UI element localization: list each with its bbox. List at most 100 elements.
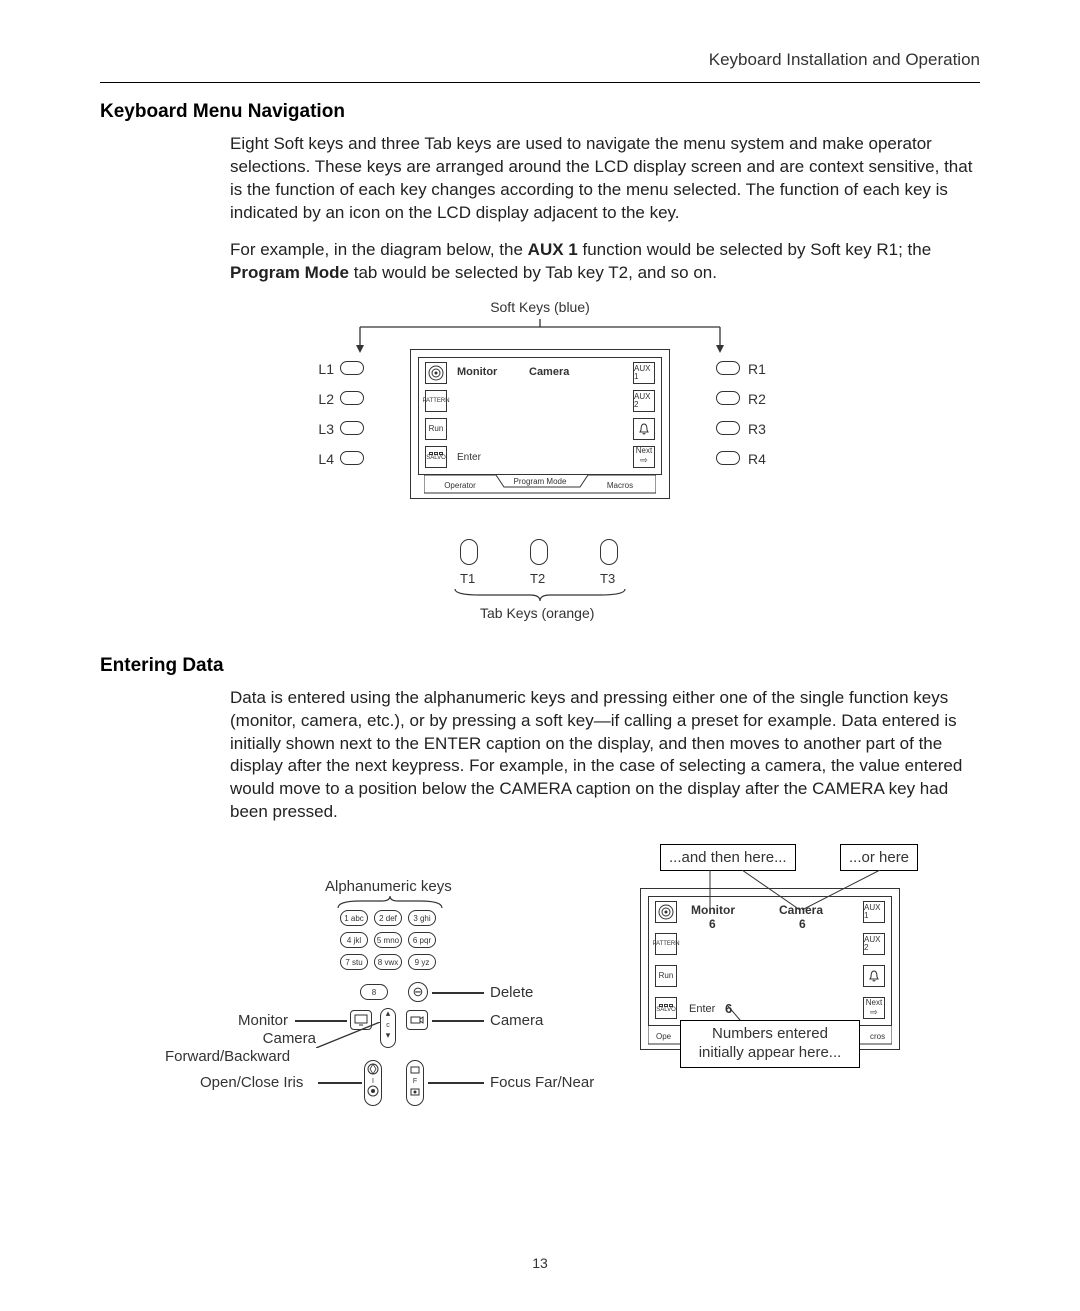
p2-b1: AUX 1 <box>528 240 578 259</box>
key-delete: ⊖ <box>408 982 428 1002</box>
callout-lines-top <box>640 870 920 910</box>
key-label-r4: R4 <box>748 451 772 467</box>
label-camera: Camera <box>490 1012 543 1029</box>
lcd2-inner: Monitor 6 Camera 6 AUX 1 PATTERN AUX 2 R… <box>648 896 892 1026</box>
label-delete: Delete <box>490 984 533 1001</box>
lcd2-next-label: Next <box>866 999 882 1007</box>
lcd2-run-label: Run <box>659 972 674 980</box>
line-focus <box>428 1082 484 1083</box>
callout-numbers: Numbers entered initially appear here... <box>680 1020 860 1068</box>
lcd-aux2: AUX 2 <box>634 393 654 409</box>
lcd2-salvo: SALVO <box>655 997 677 1019</box>
page-header: Keyboard Installation and Operation <box>100 50 980 70</box>
tabkey-label-t2: T2 <box>530 571 545 586</box>
label-iris: Open/Close Iris <box>200 1074 303 1091</box>
callout-and-then: ...and then here... <box>660 844 796 871</box>
tabkey-t3 <box>600 539 618 565</box>
softkey-l2 <box>340 391 364 405</box>
key-label-l2: L2 <box>310 391 334 407</box>
key-4: 4 jkl <box>340 932 368 948</box>
softkey-r3 <box>716 421 740 435</box>
key-focus: F <box>406 1060 424 1106</box>
tabkey-t2 <box>530 539 548 565</box>
key-7: 7 stu <box>340 954 368 970</box>
lcd-next-box: Next ⇨ <box>633 446 655 468</box>
softkeys-bracket <box>350 319 730 353</box>
softkey-r4 <box>716 451 740 465</box>
section-title-1: Keyboard Menu Navigation <box>100 101 980 123</box>
lcd2-next: Next ⇨ <box>863 997 885 1019</box>
label-monitor: Monitor <box>238 1012 288 1029</box>
p2-pre: For example, in the diagram below, the <box>230 240 528 259</box>
key-9: 9 yz <box>408 954 436 970</box>
lcd2-salvo-label: SALVO <box>656 1007 676 1013</box>
lcd-aux2-box: AUX 2 <box>633 390 655 412</box>
softkey-l3 <box>340 421 364 435</box>
softkey-r1 <box>716 361 740 375</box>
key-6: 6 pqr <box>408 932 436 948</box>
lcd-next: Next <box>636 447 652 455</box>
key-3: 3 ghi <box>408 910 436 926</box>
label-camera-fb: Forward/Backward <box>165 1048 290 1065</box>
p2-b2: Program Mode <box>230 263 349 282</box>
key-iris: I <box>364 1060 382 1106</box>
tabkey-label-t3: T3 <box>600 571 615 586</box>
lcd2-bell <box>863 965 885 987</box>
key-label-l3: L3 <box>310 421 334 437</box>
key-label-r3: R3 <box>748 421 772 437</box>
alphanumeric-caption: Alphanumeric keys <box>325 878 452 895</box>
lcd2-aux2: AUX 2 <box>863 933 885 955</box>
lcd-aux1-box: AUX 1 <box>633 362 655 384</box>
diagram-softkeys: Soft Keys (blue) L1 L2 L3 L4 R1 R2 R3 R4 <box>300 299 780 639</box>
key-2: 2 def <box>374 910 402 926</box>
lcd-bell-box <box>633 418 655 440</box>
bell-icon <box>637 422 651 436</box>
lcd-aux1: AUX 1 <box>634 365 654 381</box>
key-label-r2: R2 <box>748 391 772 407</box>
tabkeys-caption: Tab Keys (orange) <box>480 605 594 621</box>
softkey-r2 <box>716 391 740 405</box>
p2-mid: function would be selected by Soft key R… <box>578 240 931 259</box>
lcd2-pattern: PATTERN <box>655 933 677 955</box>
page-number: 13 <box>0 1255 1080 1271</box>
lcd-tab-program: Program Mode <box>500 477 580 486</box>
lcd-camera: Camera <box>529 366 569 378</box>
lcd-run: Run <box>429 425 444 433</box>
lcd-monitor: Monitor <box>457 366 497 378</box>
tabkeys-bracket <box>450 589 630 603</box>
lcd2-pattern-label: PATTERN <box>652 941 679 947</box>
diagram-keypad-lcd: Alphanumeric keys 1 abc 2 def 3 ghi 4 jk… <box>100 838 980 1138</box>
lcd-salvo-box: SALVO <box>425 446 447 468</box>
p2-post: tab would be selected by Tab key T2, and… <box>349 263 717 282</box>
lcd-enter: Enter <box>457 452 481 463</box>
lcd2-camera-val: 6 <box>799 917 806 931</box>
callout-line-bottom <box>700 1006 760 1026</box>
section-title-2: Entering Data <box>100 655 980 677</box>
section1-para2: For example, in the diagram below, the A… <box>230 239 980 285</box>
line-delete <box>432 992 484 993</box>
lcd-run-box: Run <box>425 418 447 440</box>
key-camera-icon <box>406 1010 428 1030</box>
label-camera-left: Camera <box>238 1030 316 1048</box>
key-0: 8 <box>360 984 388 1000</box>
lcd-salvo: SALVO <box>426 455 446 461</box>
softkeys-caption: Soft Keys (blue) <box>300 299 780 315</box>
tabkey-t1 <box>460 539 478 565</box>
lcd2-aux2-label: AUX 2 <box>864 936 884 952</box>
key-1: 1 abc <box>340 910 368 926</box>
lcd-target-icon <box>425 362 447 385</box>
bell-icon <box>867 969 881 983</box>
lcd2-monitor-val: 6 <box>709 917 716 931</box>
softkey-l1 <box>340 361 364 375</box>
line-iris <box>318 1082 362 1083</box>
callout-or-here: ...or here <box>840 844 918 871</box>
tabkey-label-t1: T1 <box>460 571 475 586</box>
label-focus: Focus Far/Near <box>490 1074 594 1091</box>
section2-para: Data is entered using the alphanumeric k… <box>230 687 980 825</box>
lcd-pattern: PATTERN <box>422 398 449 404</box>
callout-numbers-text: Numbers entered initially appear here... <box>699 1025 842 1061</box>
section1-para1: Eight Soft keys and three Tab keys are u… <box>230 133 980 225</box>
key-label-r1: R1 <box>748 361 772 377</box>
key-camera-fb: ▴ c ▾ <box>380 1008 396 1048</box>
key-label-l1: L1 <box>310 361 334 377</box>
